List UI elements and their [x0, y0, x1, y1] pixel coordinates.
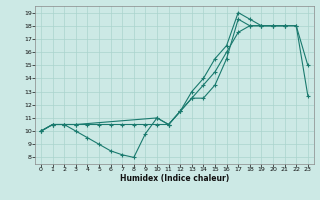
- X-axis label: Humidex (Indice chaleur): Humidex (Indice chaleur): [120, 174, 229, 183]
